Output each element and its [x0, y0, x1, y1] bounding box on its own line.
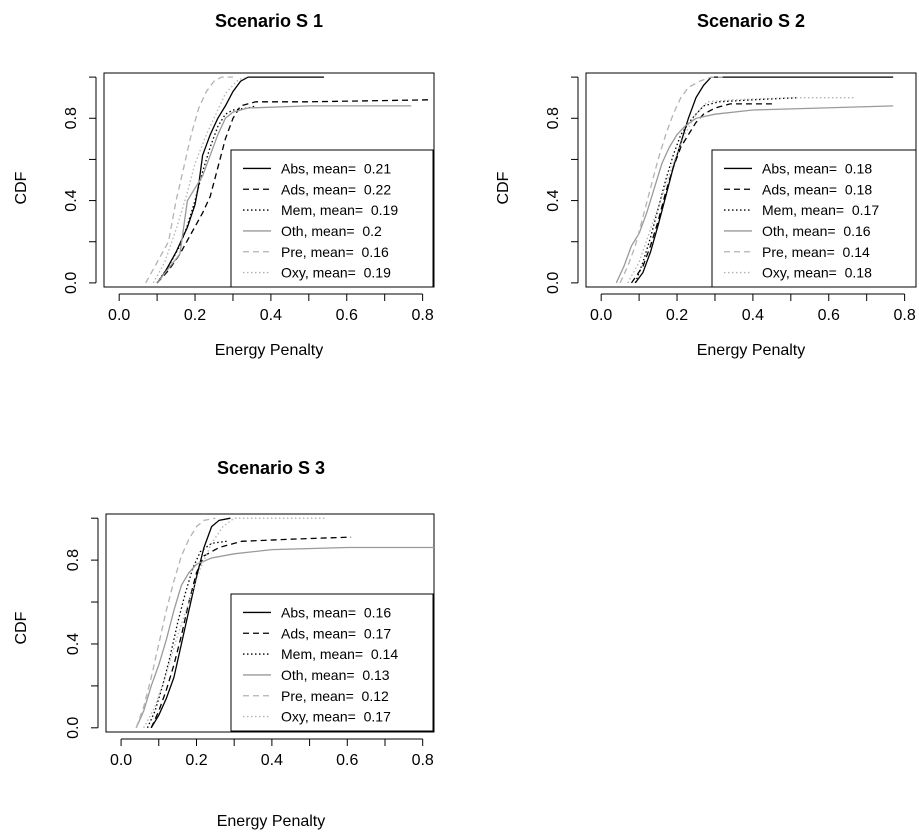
y-tick-label: 0.0	[63, 272, 80, 294]
series-line-oth	[615, 105, 894, 284]
series-line-oxy	[627, 97, 856, 284]
x-tick-label: 0.0	[108, 307, 130, 324]
series-line-pre	[619, 76, 723, 284]
legend-label: Mem, mean= 0.19	[281, 202, 398, 218]
x-tick-label: 0.2	[666, 307, 688, 324]
legend-label: Ads, mean= 0.22	[281, 181, 391, 197]
x-tick-label: 0.4	[742, 307, 764, 324]
series-line-abs	[156, 76, 324, 284]
x-axis-label: Energy Penalty	[215, 342, 324, 359]
y-axis-label: CDF	[13, 611, 30, 644]
series-line-mem	[634, 97, 799, 284]
legend: Abs, mean= 0.16 Ads, mean= 0.17 Mem, mean=…	[230, 593, 434, 732]
y-tick-label: 0.8	[63, 107, 80, 129]
series-line-oth	[135, 546, 434, 729]
x-tick-label: 0.8	[412, 752, 434, 769]
legend-label: Mem, mean= 0.14	[281, 646, 398, 662]
x-tick-label: 0.4	[260, 307, 282, 324]
legend-label: Ads, mean= 0.17	[281, 625, 391, 641]
y-axis-label: CDF	[495, 171, 512, 204]
legend-label: Pre, mean= 0.12	[281, 688, 389, 704]
x-tick-label: 0.6	[818, 307, 840, 324]
series-line-pre	[135, 517, 216, 729]
legend-label: Oxy, mean= 0.19	[281, 265, 391, 281]
legend-label: Oxy, mean= 0.18	[762, 265, 872, 281]
series-line-abs	[150, 517, 231, 729]
legend: Abs, mean= 0.18 Ads, mean= 0.18 Mem, mean=…	[711, 149, 917, 288]
legend-label: Abs, mean= 0.21	[281, 160, 391, 176]
x-axis-label: Energy Penalty	[697, 342, 806, 359]
panel-scenario-s1: Scenario S 1 Energy Penalty CDF 0.0 0.2 0.…	[13, 11, 435, 359]
legend-label: Abs, mean= 0.18	[762, 160, 872, 176]
legend-label: Ads, mean= 0.18	[762, 181, 872, 197]
y-tick-label: 0.4	[63, 189, 80, 211]
series-line-oxy	[152, 76, 245, 284]
legend-label: Pre, mean= 0.14	[762, 244, 870, 260]
x-tick-label: 0.4	[261, 752, 283, 769]
series-line-pre	[145, 76, 233, 284]
legend-label: Oth, mean= 0.16	[762, 223, 871, 239]
x-tick-label: 0.2	[184, 307, 206, 324]
legend-label: Oth, mean= 0.13	[281, 667, 390, 683]
legend-label: Oxy, mean= 0.17	[281, 709, 391, 725]
legend-label: Pre, mean= 0.16	[281, 244, 389, 260]
y-tick-label: 0.8	[545, 107, 562, 129]
series-line-ads	[630, 103, 772, 284]
x-tick-label: 0.8	[893, 307, 915, 324]
legend: Abs, mean= 0.21 Ads, mean= 0.22 Mem, mean=…	[230, 149, 434, 288]
legend-box	[230, 149, 434, 288]
legend-label: Oth, mean= 0.2	[281, 223, 382, 239]
series-line-ads	[156, 99, 431, 284]
x-tick-label: 0.0	[590, 307, 612, 324]
series-line-oxy	[143, 517, 325, 729]
y-tick-label: 0.4	[65, 633, 82, 655]
chart-title: Scenario S 3	[217, 458, 325, 478]
x-tick-label: 0.6	[336, 307, 358, 324]
legend-label: Abs, mean= 0.16	[281, 604, 391, 620]
series-line-mem	[146, 540, 227, 729]
chart-title: Scenario S 2	[697, 11, 805, 31]
plot-frame	[105, 513, 435, 733]
panel-scenario-s2: Scenario S 2 Energy Penalty CDF 0.0 0.2 0.…	[495, 11, 917, 359]
y-axis-label: CDF	[13, 171, 30, 204]
x-tick-label: 0.0	[110, 752, 132, 769]
panel-scenario-s3: Scenario S 3 Energy Penalty CDF 0.0 0.2 0.…	[13, 458, 435, 830]
y-tick-label: 0.4	[545, 189, 562, 211]
x-tick-label: 0.8	[411, 307, 433, 324]
legend-box	[711, 149, 917, 288]
x-tick-label: 0.6	[336, 752, 358, 769]
x-tick-label: 0.2	[185, 752, 207, 769]
y-tick-label: 0.8	[65, 549, 82, 571]
legend-label: Mem, mean= 0.17	[762, 202, 879, 218]
x-axis-label: Energy Penalty	[217, 813, 326, 830]
chart-title: Scenario S 1	[215, 11, 323, 31]
series-line-oth	[156, 105, 412, 284]
legend-box	[230, 593, 434, 732]
y-tick-label: 0.0	[65, 717, 82, 739]
y-tick-label: 0.0	[545, 272, 562, 294]
